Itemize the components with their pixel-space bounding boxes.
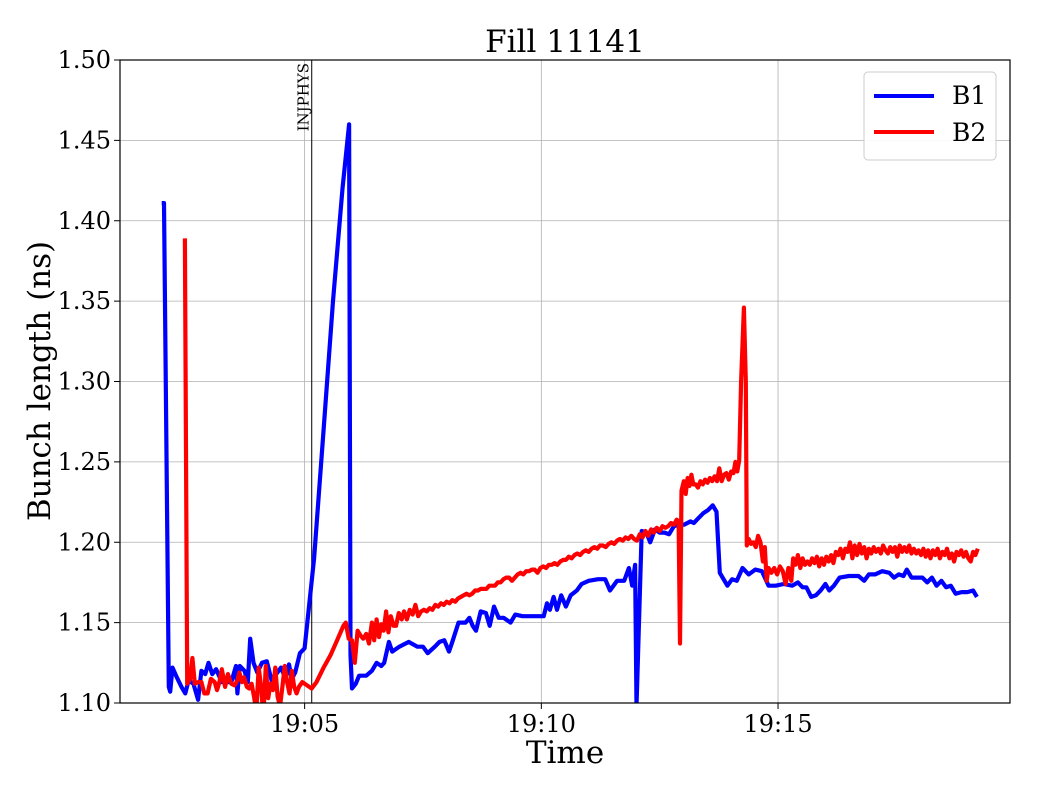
y-axis-ticks: 1.10 1.15 1.20 1.25 1.30 1.35 1.40 1.45 1.50 bbox=[58, 46, 120, 717]
y-tick-label: 1.45 bbox=[58, 126, 111, 154]
y-tick-label: 1.25 bbox=[58, 448, 111, 476]
legend-label-b1: B1 bbox=[952, 81, 986, 110]
y-tick-label: 1.35 bbox=[58, 287, 111, 315]
y-tick-label: 1.40 bbox=[58, 207, 111, 235]
y-tick-label: 1.20 bbox=[58, 528, 111, 556]
legend-label-b2: B2 bbox=[952, 118, 986, 147]
series-layer bbox=[161, 122, 980, 703]
grid bbox=[120, 59, 1010, 704]
legend: B1 B2 bbox=[863, 71, 997, 161]
y-tick-label: 1.50 bbox=[58, 46, 111, 74]
x-tick-label: 19:10 bbox=[507, 710, 576, 738]
mode-change-label: INJPHYS bbox=[295, 63, 313, 131]
x-tick-label: 19:05 bbox=[270, 710, 339, 738]
y-tick-label: 1.15 bbox=[58, 609, 111, 637]
series-line-b1 bbox=[161, 122, 979, 703]
chart-title: Fill 11141 bbox=[485, 24, 645, 60]
y-tick-label: 1.10 bbox=[58, 689, 111, 717]
x-axis-ticks: 19:05 19:10 19:15 bbox=[270, 703, 813, 738]
series-line-b2 bbox=[182, 238, 980, 703]
y-axis-label: Bunch length (ns) bbox=[22, 241, 58, 521]
y-tick-label: 1.30 bbox=[58, 368, 111, 396]
x-tick-label: 19:15 bbox=[743, 710, 812, 738]
x-axis-label: Time bbox=[526, 735, 604, 771]
